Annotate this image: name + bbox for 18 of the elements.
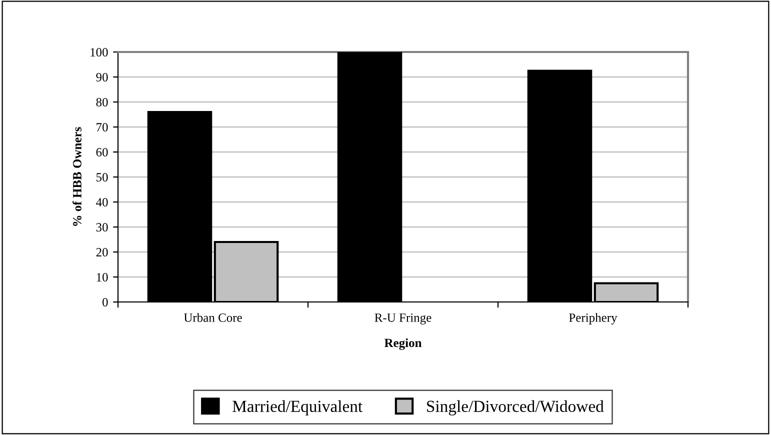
y-tick-label: 40 (96, 198, 108, 206)
y-tick-label: 10 (96, 273, 108, 282)
legend-label: Single/Divorced/Widowed (427, 400, 604, 416)
y-tick-label: 50 (96, 173, 108, 182)
y-tick-label: 0 (102, 298, 108, 306)
y-tick-label: 70 (96, 123, 108, 132)
y-tick-label: 100 (90, 48, 108, 56)
y-tick-label: 60 (96, 148, 108, 156)
y-tick-label: 30 (96, 223, 108, 232)
y-tick-label: 90 (96, 73, 108, 82)
x-tick-label: R-U Fringe (374, 313, 432, 324)
y-tick-label: 20 (96, 248, 108, 256)
x-tick-label: Urban Core (184, 313, 242, 322)
x-axis-title: Region (384, 338, 422, 350)
y-axis-title: % of HBB Owners (72, 127, 82, 226)
y-tick-label: 80 (96, 98, 108, 106)
legend-label: Married/Equivalent (232, 400, 362, 416)
x-tick-label: Periphery (569, 313, 618, 324)
